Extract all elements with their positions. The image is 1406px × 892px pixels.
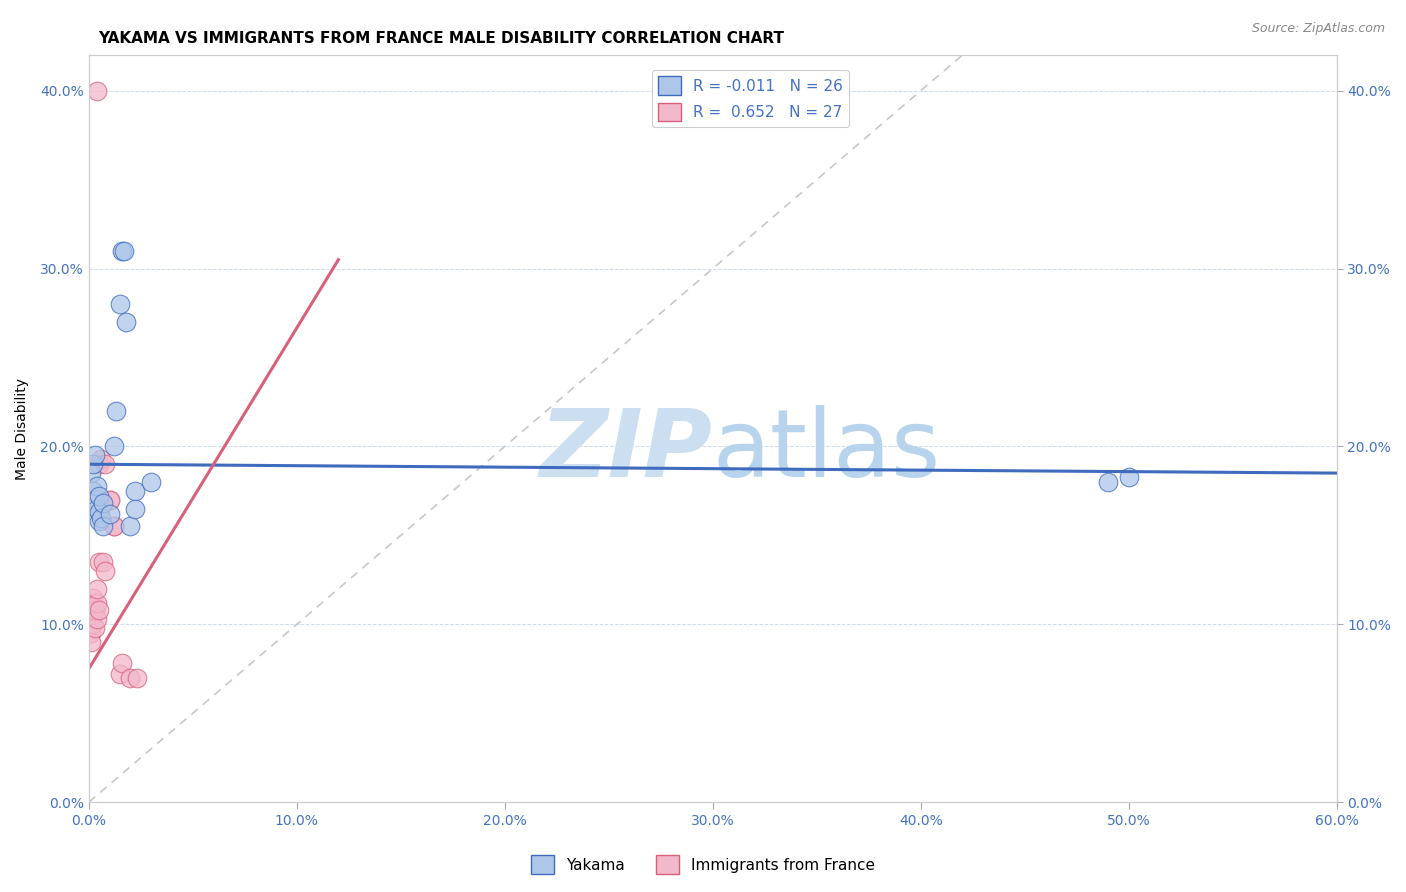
- Point: [108, 297, 131, 311]
- Point: [98, 492, 121, 507]
- Point: [82, 617, 104, 632]
- Point: [84, 621, 107, 635]
- Point: [1097, 475, 1119, 489]
- Point: [111, 244, 134, 258]
- Point: [104, 404, 127, 418]
- Point: [84, 603, 107, 617]
- Point: [111, 657, 134, 671]
- Text: ZIP: ZIP: [540, 405, 713, 497]
- Point: [124, 483, 146, 498]
- Point: [82, 608, 104, 623]
- Point: [86, 478, 108, 492]
- Point: [94, 564, 117, 578]
- Point: [86, 582, 108, 596]
- Text: atlas: atlas: [713, 405, 941, 497]
- Point: [86, 596, 108, 610]
- Point: [86, 84, 108, 98]
- Point: [120, 671, 142, 685]
- Text: YAKAMA VS IMMIGRANTS FROM FRANCE MALE DISABILITY CORRELATION CHART: YAKAMA VS IMMIGRANTS FROM FRANCE MALE DI…: [98, 31, 785, 46]
- Point: [89, 514, 111, 528]
- Point: [93, 555, 115, 569]
- Point: [94, 457, 117, 471]
- Point: [93, 519, 115, 533]
- Point: [1118, 469, 1140, 483]
- Point: [89, 457, 111, 471]
- Point: [82, 457, 104, 471]
- Point: [115, 315, 138, 329]
- Point: [86, 501, 108, 516]
- Point: [90, 510, 112, 524]
- Point: [93, 496, 115, 510]
- Point: [89, 603, 111, 617]
- Point: [80, 635, 103, 649]
- Point: [124, 501, 146, 516]
- Point: [89, 505, 111, 519]
- Point: [90, 451, 112, 466]
- Point: [80, 599, 103, 614]
- Y-axis label: Male Disability: Male Disability: [15, 377, 30, 480]
- Point: [86, 612, 108, 626]
- Point: [141, 475, 163, 489]
- Legend: R = -0.011   N = 26, R =  0.652   N = 27: R = -0.011 N = 26, R = 0.652 N = 27: [651, 70, 849, 128]
- Point: [112, 244, 135, 258]
- Point: [120, 519, 142, 533]
- Point: [82, 591, 104, 605]
- Point: [84, 492, 107, 507]
- Point: [89, 555, 111, 569]
- Text: Source: ZipAtlas.com: Source: ZipAtlas.com: [1251, 22, 1385, 36]
- Point: [98, 492, 121, 507]
- Point: [103, 519, 125, 533]
- Point: [89, 489, 111, 503]
- Point: [103, 439, 125, 453]
- Point: [80, 626, 103, 640]
- Legend: Yakama, Immigrants from France: Yakama, Immigrants from France: [524, 849, 882, 880]
- Point: [82, 483, 104, 498]
- Point: [125, 671, 148, 685]
- Point: [84, 448, 107, 462]
- Point: [103, 519, 125, 533]
- Point: [98, 507, 121, 521]
- Point: [80, 466, 103, 480]
- Point: [108, 667, 131, 681]
